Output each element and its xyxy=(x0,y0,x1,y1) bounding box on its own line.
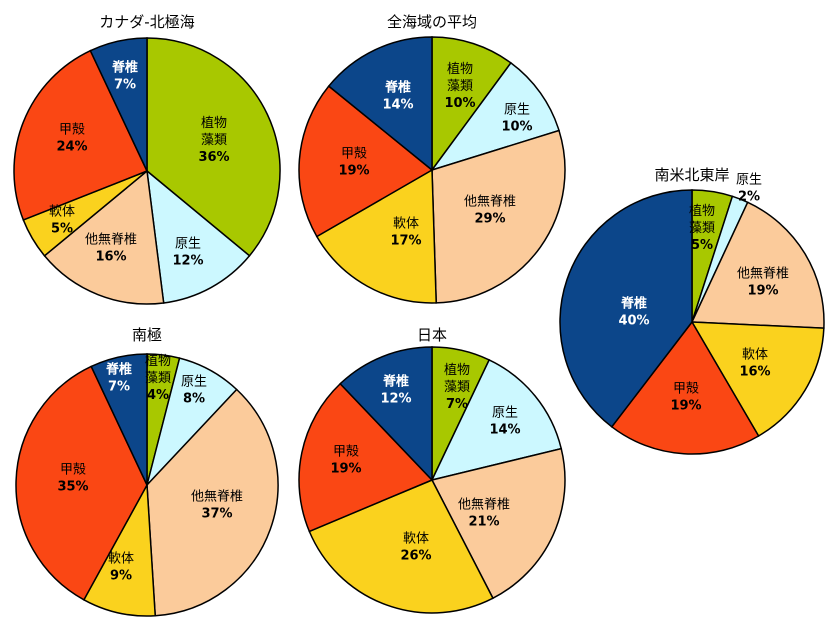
slice-label: 他無脊椎 xyxy=(458,498,510,513)
slice-percent: 36% xyxy=(198,150,229,165)
pie-slice-他無脊椎 xyxy=(431,129,566,304)
slice-label: 他無脊椎 xyxy=(737,267,789,282)
chart-title: 全海域の平均 xyxy=(387,13,477,31)
pie-slice-脊椎 xyxy=(90,353,148,486)
slice-percent: 19% xyxy=(338,164,369,179)
slice-percent: 40% xyxy=(618,314,649,329)
slice-percent: 14% xyxy=(382,98,413,113)
slice-percent: 7% xyxy=(114,78,136,93)
pie-slice-他無脊椎 xyxy=(430,447,566,600)
pie-slice-脊椎 xyxy=(327,36,433,172)
slice-label: 甲殻 xyxy=(60,463,86,478)
slice-label: 他無脊椎 xyxy=(464,195,516,210)
slice-percent: 7% xyxy=(108,380,130,395)
pie-slice-甲殻 xyxy=(298,85,434,238)
slice-percent: 10% xyxy=(501,120,532,135)
slice-percent: 19% xyxy=(670,399,701,414)
pie-slice-脊椎 xyxy=(89,37,148,172)
slice-percent: 7% xyxy=(446,397,468,412)
pie-slice-脊椎 xyxy=(559,189,693,428)
pie-slice-原生 xyxy=(430,61,560,172)
slice-percent: 35% xyxy=(57,480,88,495)
slice-percent: 19% xyxy=(747,284,778,299)
slice-percent: 24% xyxy=(56,140,87,155)
slice-label: 甲殻 xyxy=(673,382,699,397)
slice-label: 脊椎 xyxy=(105,362,132,378)
pie-slice-植物藻類 xyxy=(431,36,512,173)
slice-label: 植物藻類 xyxy=(201,116,227,148)
pie-slice-軟体 xyxy=(308,479,494,614)
pie-slice-甲殻 xyxy=(13,49,149,221)
slice-label: 脊椎 xyxy=(620,296,647,312)
pie-slice-植物藻類 xyxy=(146,37,281,257)
slice-percent: 16% xyxy=(95,250,126,265)
slice-percent: 4% xyxy=(147,388,169,403)
slice-label: 他無脊椎 xyxy=(191,490,243,505)
slice-percent: 10% xyxy=(444,96,475,111)
slice-label: 原生 xyxy=(736,173,762,188)
slice-percent: 17% xyxy=(390,234,421,249)
slice-label: 原生 xyxy=(175,237,201,252)
slice-label: 脊椎 xyxy=(382,374,409,390)
slice-label: 植物藻類 xyxy=(689,204,715,236)
slice-percent: 5% xyxy=(691,238,713,253)
slice-label: 植物藻類 xyxy=(145,354,171,386)
chart-title: カナダ-北極海 xyxy=(99,13,194,31)
pie-slice-軟体 xyxy=(315,168,437,304)
slice-label: 脊椎 xyxy=(384,80,411,96)
slice-percent: 14% xyxy=(489,423,520,438)
slice-percent: 29% xyxy=(474,212,505,227)
slice-percent: 12% xyxy=(380,392,411,407)
slice-percent: 19% xyxy=(330,462,361,477)
chart-title: 日本 xyxy=(417,326,447,344)
pie-slice-他無脊椎 xyxy=(690,201,825,329)
slice-label: 甲殻 xyxy=(341,147,367,162)
slice-percent: 9% xyxy=(110,569,132,584)
chart-title: 南極 xyxy=(132,326,162,344)
pie-slice-脊椎 xyxy=(339,346,433,482)
slice-percent: 2% xyxy=(738,190,760,205)
slice-label: 植物藻類 xyxy=(444,363,470,395)
slice-percent: 26% xyxy=(400,549,431,564)
slice-label: 甲殻 xyxy=(59,123,85,138)
pie-slice-甲殻 xyxy=(15,365,148,601)
pie-slice-甲殻 xyxy=(298,382,434,533)
chart-title: 南米北東岸 xyxy=(654,166,729,184)
slice-label: 脊椎 xyxy=(111,60,138,76)
slice-label: 原生 xyxy=(504,103,530,118)
slice-label: 甲殻 xyxy=(333,445,359,460)
slice-label: 原生 xyxy=(492,406,518,421)
slice-label: 他無脊椎 xyxy=(85,233,137,248)
slice-label: 軟体 xyxy=(742,347,768,363)
slice-label: 原生 xyxy=(181,375,207,390)
slice-percent: 37% xyxy=(201,507,232,522)
slice-label: 軟体 xyxy=(403,531,429,547)
slice-label: 軟体 xyxy=(49,204,75,220)
slice-percent: 12% xyxy=(172,254,203,269)
pie-slice-原生 xyxy=(146,169,251,304)
slice-percent: 21% xyxy=(468,515,499,530)
pie-slice-他無脊椎 xyxy=(146,388,279,617)
slice-percent: 8% xyxy=(183,392,205,407)
slice-label: 軟体 xyxy=(393,216,419,232)
slice-percent: 5% xyxy=(51,222,73,237)
slice-percent: 16% xyxy=(739,365,770,380)
pie-slice-原生 xyxy=(430,358,563,482)
pie-slice-軟体 xyxy=(690,321,825,437)
slice-label: 軟体 xyxy=(108,551,134,567)
slice-label: 植物藻類 xyxy=(447,62,473,94)
pie-slice-甲殻 xyxy=(610,320,760,455)
pie-slice-他無脊椎 xyxy=(43,169,165,305)
